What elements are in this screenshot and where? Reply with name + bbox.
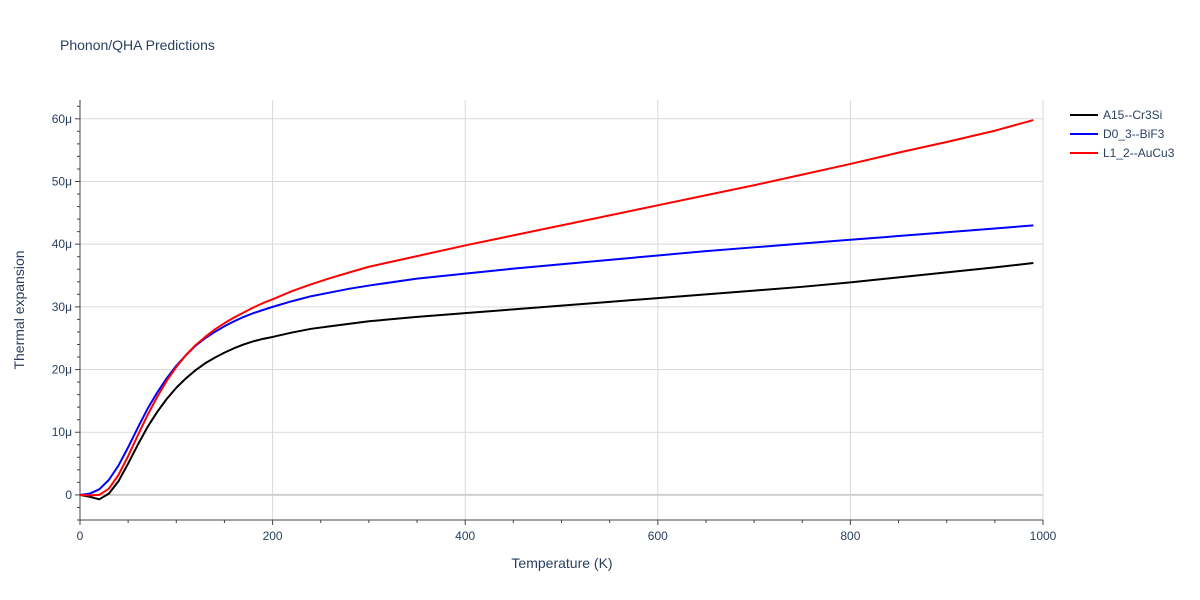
x-tick-label: 200	[263, 529, 283, 543]
y-tick-label: 0	[65, 488, 72, 502]
axis-layer: 0 200 400 600 800 1000 0 10μ 20μ 30μ 40μ 50μ 60μ	[52, 100, 1057, 543]
x-tick-label: 600	[648, 529, 668, 543]
series-layer	[79, 119, 1034, 501]
legend-item[interactable]: D0_3--BiF3	[1070, 127, 1165, 141]
legend-label: L1_2--AuCu3	[1103, 146, 1175, 160]
series-line-D0_3--BiF3	[79, 224, 1034, 496]
legend-item[interactable]: L1_2--AuCu3	[1070, 146, 1175, 160]
x-axis-title: Temperature (K)	[511, 555, 612, 571]
y-tick-label: 50μ	[52, 174, 72, 188]
legend-label: D0_3--BiF3	[1103, 127, 1165, 141]
y-tick-label: 10μ	[52, 425, 72, 439]
chart-title: Phonon/QHA Predictions	[60, 37, 215, 53]
x-tick-label: 0	[77, 529, 84, 543]
series-line-A15--Cr3Si	[79, 261, 1034, 501]
y-tick-label: 60μ	[52, 112, 72, 126]
x-tick-label: 1000	[1030, 529, 1057, 543]
y-tick-label: 30μ	[52, 300, 72, 314]
y-tick-label: 20μ	[52, 363, 72, 377]
x-tick-label: 800	[840, 529, 860, 543]
series-line-L1_2--AuCu3	[79, 119, 1034, 497]
x-tick-label: 400	[455, 529, 475, 543]
legend-item[interactable]: A15--Cr3Si	[1070, 108, 1162, 122]
y-axis-title: Thermal expansion	[11, 250, 27, 369]
legend[interactable]: A15--Cr3Si D0_3--BiF3 L1_2--AuCu3	[1070, 108, 1175, 160]
grid-layer	[80, 100, 1044, 520]
legend-label: A15--Cr3Si	[1103, 108, 1162, 122]
y-tick-label: 40μ	[52, 237, 72, 251]
